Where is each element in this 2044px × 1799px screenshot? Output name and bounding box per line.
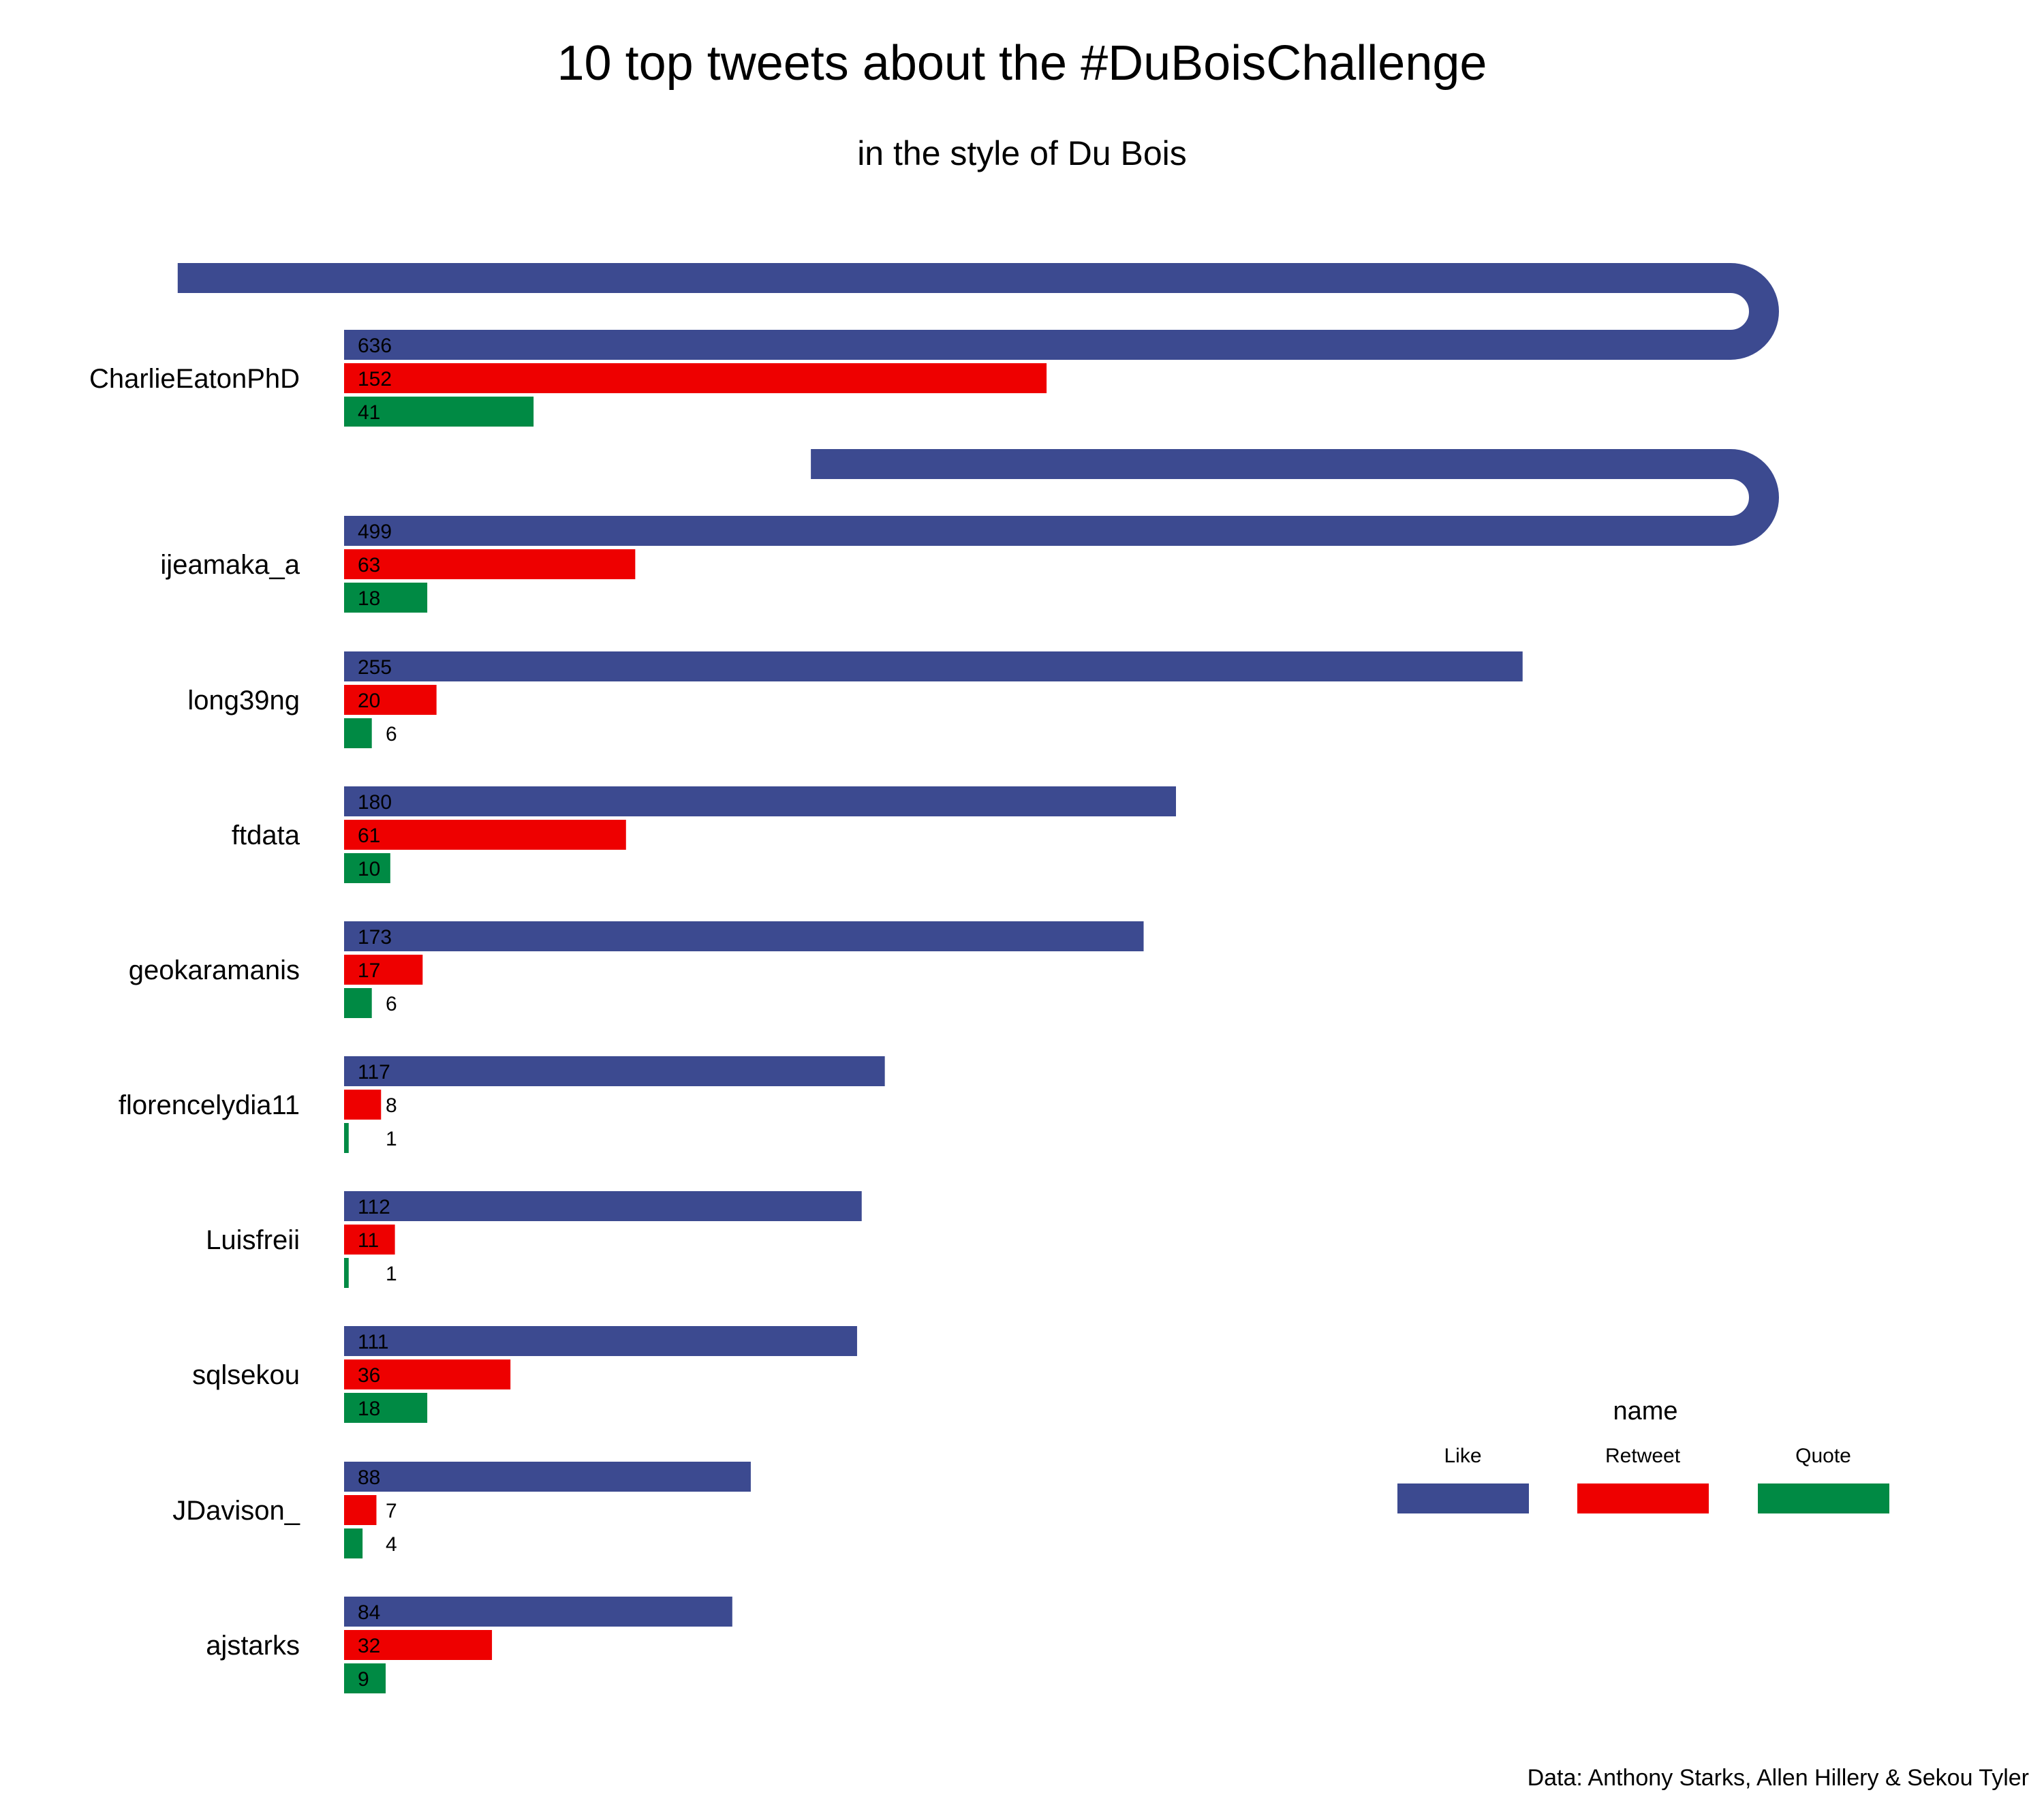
chart-subtitle: in the style of Du Bois (857, 134, 1187, 172)
data-label: 4 (386, 1533, 397, 1556)
bar-quote (344, 583, 428, 613)
data-label: 61 (358, 825, 380, 847)
bar-quote (344, 1663, 386, 1693)
bar-retweet (344, 820, 626, 850)
data-label: 10 (358, 858, 380, 880)
data-label: 84 (358, 1601, 380, 1624)
bar-quote (344, 988, 372, 1018)
data-label: 8 (386, 1094, 397, 1117)
bar-like (344, 449, 1779, 546)
category-label: geokaramanis (129, 955, 300, 985)
bar-like (344, 651, 1523, 681)
data-label: 32 (358, 1635, 380, 1657)
data-label: 20 (358, 690, 380, 712)
data-label: 63 (358, 554, 380, 576)
legend-title: name (1613, 1397, 1677, 1426)
data-label: 180 (358, 791, 392, 814)
legend-label-like: Like (1444, 1445, 1481, 1467)
data-label: 1 (386, 1128, 397, 1150)
data-label: 636 (358, 335, 392, 357)
plot-area: CharlieEatonPhD63615241ijeamaka_a4996318… (89, 263, 1779, 1693)
bar-retweet (344, 1359, 511, 1389)
bar-quote (344, 1393, 428, 1423)
category-label: Luisfreii (206, 1225, 300, 1255)
bar-retweet (344, 1090, 382, 1120)
data-label: 255 (358, 656, 392, 679)
bar-like (344, 786, 1176, 816)
chart-title: 10 top tweets about the #DuBoisChallenge (557, 36, 1487, 91)
bar-retweet (344, 363, 1047, 393)
legend-swatch-retweet (1577, 1483, 1709, 1513)
data-label: 7 (386, 1500, 397, 1522)
chart-caption: Data: Anthony Starks, Allen Hillery & Se… (1528, 1765, 2029, 1791)
bar-quote (344, 397, 534, 427)
bar-quote (344, 718, 372, 748)
data-label: 117 (358, 1061, 390, 1083)
bar-retweet (344, 1495, 377, 1525)
category-label: JDavison_ (172, 1496, 300, 1526)
data-label: 9 (358, 1668, 369, 1691)
bar-retweet (344, 1225, 395, 1255)
data-label: 18 (358, 1398, 380, 1420)
data-label: 88 (358, 1466, 380, 1489)
bar-quote (344, 1528, 363, 1558)
bar-like (344, 1191, 862, 1221)
bar-quote (344, 853, 390, 883)
bar-retweet (344, 549, 636, 579)
data-label: 11 (358, 1229, 379, 1252)
category-label: long39ng (187, 686, 300, 716)
data-label: 499 (358, 521, 392, 543)
category-label: ftdata (232, 820, 300, 850)
data-label: 173 (358, 926, 392, 949)
bar-retweet (344, 1630, 493, 1660)
data-label: 6 (386, 723, 397, 745)
data-label: 18 (358, 587, 380, 610)
legend: name Like Retweet Quote (1397, 1397, 1889, 1513)
data-label: 111 (358, 1331, 389, 1353)
data-label: 1 (386, 1263, 397, 1285)
legend-label-quote: Quote (1795, 1445, 1851, 1467)
bar-like (344, 1056, 885, 1086)
bar-retweet (344, 955, 423, 985)
bar-retweet (344, 685, 437, 715)
bar-like (177, 263, 1779, 360)
legend-label-retweet: Retweet (1605, 1445, 1681, 1467)
bar-like (344, 1597, 732, 1627)
category-label: florencelydia11 (119, 1090, 300, 1120)
data-label: 6 (386, 993, 397, 1015)
bar-quote (344, 1258, 349, 1288)
data-label: 112 (358, 1196, 390, 1218)
category-label: sqlsekou (192, 1360, 300, 1390)
category-label: CharlieEatonPhD (89, 364, 300, 394)
category-label: ajstarks (206, 1631, 300, 1661)
bar-quote (344, 1123, 349, 1153)
legend-swatch-quote (1758, 1483, 1889, 1513)
data-label: 152 (358, 368, 392, 390)
category-label: ijeamaka_a (160, 550, 300, 580)
bar-like (344, 921, 1144, 951)
bar-like (344, 1326, 857, 1356)
data-label: 41 (358, 401, 380, 424)
bar-like (344, 1462, 751, 1492)
legend-swatch-like (1397, 1483, 1529, 1513)
data-label: 17 (358, 959, 380, 982)
data-label: 36 (358, 1364, 380, 1387)
